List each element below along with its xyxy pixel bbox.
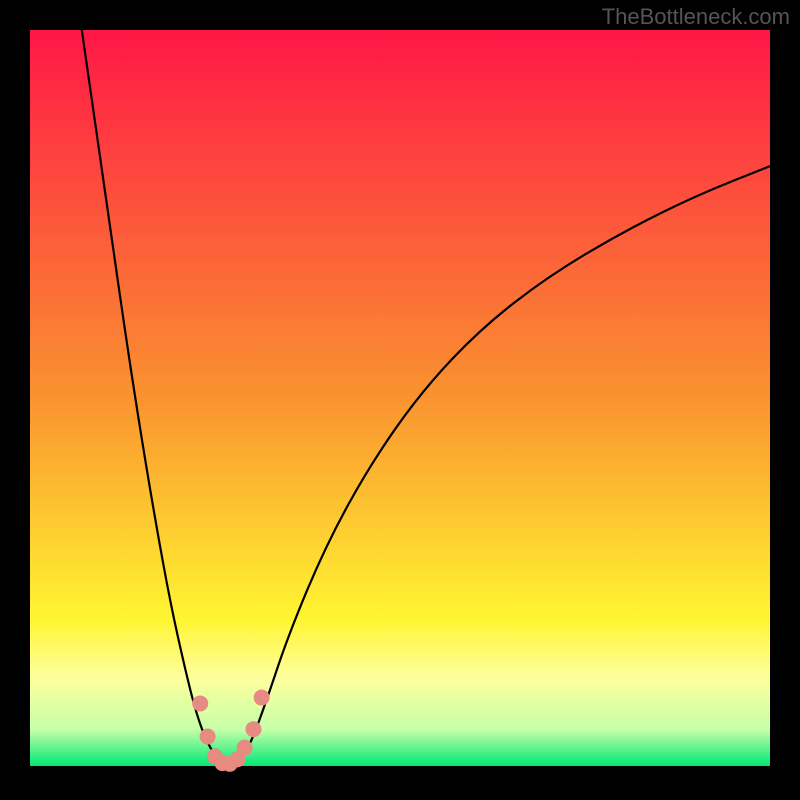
marker-point: [192, 695, 208, 711]
marker-point: [200, 729, 216, 745]
curve-right-branch: [230, 166, 770, 764]
chart-svg: [0, 0, 800, 800]
marker-point: [254, 690, 270, 706]
marker-point: [245, 721, 261, 737]
curve-left-branch: [82, 30, 230, 765]
marker-point: [237, 740, 253, 756]
watermark-text: TheBottleneck.com: [602, 4, 790, 30]
